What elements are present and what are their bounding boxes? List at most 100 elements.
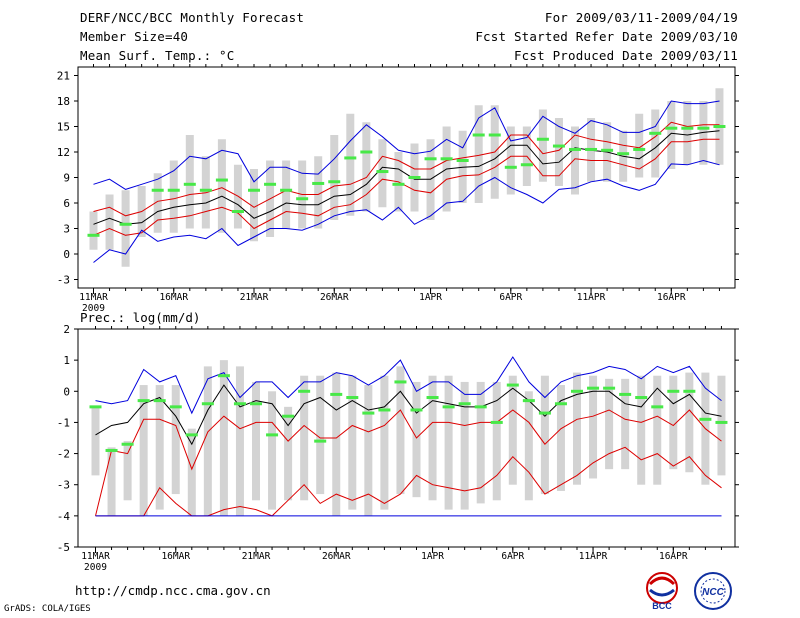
temp-observed-marker [569,147,581,151]
temp-range-bar [683,101,692,165]
prec-year-label: 2009 [84,562,107,573]
prec-ytick-label: -1 [57,416,70,429]
prec-observed-marker [314,439,327,443]
prec-observed-marker [298,389,311,393]
prec-panel: -5 -4 -3 -2 -1 0 1 2 11MAR 16MAR 21MAR 26MAR 1APR 6AP… [57,310,739,573]
forecast-produced: Fcst Produced Date 2009/03/11 [513,48,738,63]
prec-ytick-label: -4 [57,510,71,523]
temp-range-bar [250,169,258,242]
prec-observed-marker [426,396,439,400]
temp-xtick-label: 16APR [657,292,686,303]
temp-range-bar [121,190,130,267]
temp-xtick-label: 1APR [419,292,442,303]
prec-range-bar [252,381,260,501]
temp-observed-marker [552,144,565,148]
prec-ytick-label: 1 [63,354,70,367]
prec-xtick-label: 11MAR [81,551,110,562]
temp-observed-marker [119,222,132,226]
temp-observed-marker [408,176,421,179]
temp-xtick-label: 26MAR [320,292,349,303]
prec-xtick-label: 16MAR [161,551,190,562]
temp-observed-marker [151,188,164,192]
prec-observed-marker [667,389,680,393]
prec-range-bar [556,385,565,491]
prec-range-bar [444,375,453,510]
prec-range-bar [107,447,116,516]
prec-observed-marker [442,405,455,409]
prec-observed-marker [410,408,423,412]
prec-range-bar [589,375,598,479]
prec-observed-marker [683,389,696,393]
temp-range-bar [153,173,162,233]
prec-line-upper [95,409,722,517]
prec-xtick-label: 6APR [501,551,524,562]
temp-range-bar [314,156,323,229]
temp-observed-marker [440,157,453,161]
prec-observed-marker [699,417,712,421]
temp-observed-marker [392,182,405,186]
prec-observed-marker [522,399,535,403]
prec-observed-marker [137,399,150,403]
temp-xtick-label: 11MAR [79,292,108,303]
prec-observed-marker [201,402,214,406]
prec-range-bar [235,366,244,516]
prec-observed-marker [330,392,343,396]
temp-observed-marker [681,126,694,130]
prec-ytick-label: 0 [63,385,70,398]
prec-observed-marker [587,386,600,390]
temp-panel: -3 0 3 6 9 12 15 18 21 11MAR 16MAR 21MAR 26MAR 1APR 6A… [57,64,739,314]
temp-observed-marker [87,233,100,237]
temp-observed-marker [231,210,244,213]
temp-line-min [93,159,720,263]
temp-range-bar [651,109,660,178]
temp-ytick-label: 12 [57,146,70,159]
temp-observed-marker [280,188,293,192]
variable-label: Mean Surf. Temp.: °C [80,48,235,63]
prec-observed-marker [266,433,279,437]
prec-observed-marker [715,420,728,424]
prec-range-bar [428,375,437,501]
prec-xtick-label: 26MAR [322,551,351,562]
ncc-logo: NCC [694,572,732,610]
bcc-logo-text: BCC [652,601,672,611]
temp-range-bar [571,126,579,195]
prec-range-bar [284,406,293,501]
prec-observed-marker [619,392,632,396]
temp-range-bar [346,113,355,216]
temp-observed-marker [360,150,373,154]
prec-observed-marker [217,374,230,378]
temp-ytick-label: 18 [57,95,70,108]
temp-xtick-label: 6APR [499,292,522,303]
temp-range-bar [474,105,483,203]
prec-range-bar [123,441,132,501]
temp-observed-marker [312,181,325,185]
prec-xtick-label: 1APR [421,551,444,562]
temp-observed-marker [183,182,196,186]
prec-range-bar [139,385,148,516]
temp-observed-marker [488,133,501,137]
prec-observed-marker [490,420,503,424]
temp-ytick-label: 0 [63,248,70,261]
prec-observed-marker [651,405,664,409]
temp-xtick-label: 21MAR [240,292,269,303]
prec-observed-marker [474,405,487,409]
prec-range-bar [380,375,389,510]
prec-observed-marker [538,411,551,415]
prec-observed-marker [603,386,616,390]
prec-range-bar [187,428,196,516]
temp-observed-marker [215,178,228,182]
temp-range-bar [169,160,178,233]
prec-observed-marker [89,405,102,409]
prec-range-bar [348,375,357,510]
temp-observed-marker [456,159,469,162]
prec-range-bar [460,381,469,510]
temp-range-bar [378,139,387,208]
prec-observed-marker [105,448,118,452]
temp-range-bar [667,101,676,169]
temp-observed-marker [424,157,437,161]
temp-observed-marker [376,170,389,174]
temp-observed-marker [520,163,533,167]
prec-range-bar [476,381,485,504]
source-url[interactable]: http://cmdp.ncc.cma.gov.cn [75,583,271,598]
prec-observed-marker [153,399,166,403]
